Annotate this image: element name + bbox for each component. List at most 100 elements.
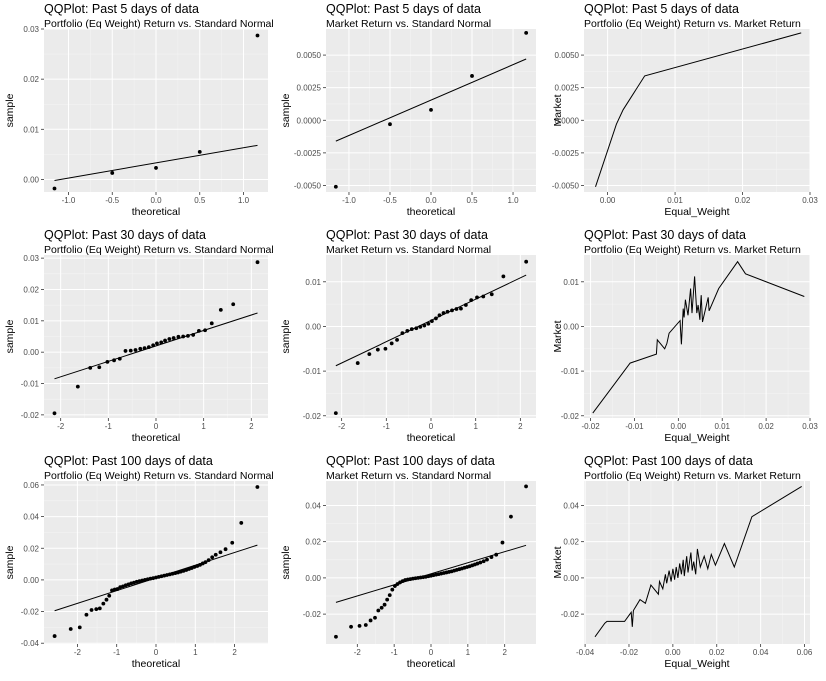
x-tick-label: 0 [154, 648, 159, 657]
y-axis-title: sample [280, 545, 292, 579]
sample-point [524, 31, 529, 35]
sample-point [84, 612, 89, 617]
chart-panel-4: QQPlot: Past 30 days of data Portfolio (E… [4, 228, 274, 444]
y-axis-title: sample [4, 319, 16, 353]
sample-point [489, 555, 494, 559]
sample-point [171, 336, 176, 340]
qq-reference-line [54, 312, 258, 380]
sample-point [469, 298, 474, 303]
sample-point [115, 587, 120, 591]
x-tick-label: 0.5 [466, 196, 478, 205]
sample-point [434, 316, 438, 321]
sample-point [400, 331, 405, 336]
y-axis-title: sample [4, 545, 16, 579]
sample-point [379, 605, 384, 610]
sample-point [146, 345, 151, 350]
sample-point [524, 484, 528, 489]
x-axis-title: theoretical [407, 206, 455, 218]
sample-point [349, 624, 353, 629]
x-tick-label: 0.03 [802, 422, 818, 431]
sample-point [418, 324, 423, 329]
x-axis-title: Equal_Weight [664, 432, 729, 444]
sample-point [105, 359, 110, 364]
y-axis-title: sample [4, 93, 16, 127]
chart-panel-1: QQPlot: Past 5 days of data Portfolio (Eq… [4, 2, 274, 218]
sample-point [196, 328, 201, 333]
x-tick-label: 2 [502, 648, 507, 657]
return-line [595, 32, 802, 187]
x-tick-label: 0.0 [150, 196, 162, 205]
sample-point [191, 333, 196, 337]
x-tick-label: 0.01 [667, 196, 683, 205]
y-tick-label: 0.03 [23, 25, 39, 34]
sample-point [104, 597, 109, 602]
sample-point [376, 608, 381, 613]
sample-point [509, 514, 513, 519]
sample-point [395, 337, 399, 342]
major-gridlines [44, 28, 268, 192]
sample-point [489, 292, 494, 297]
y-tick-label: 0.04 [305, 501, 321, 510]
chart-subtitle: Market Return vs. Standard Normal [326, 244, 491, 256]
major-gridlines [326, 481, 536, 644]
sample-points [333, 31, 529, 189]
sample-point [373, 615, 377, 620]
sample-point [429, 107, 433, 112]
sample-point [481, 559, 486, 564]
sample-point [405, 329, 410, 333]
sample-point [454, 307, 459, 311]
x-tick-label: 2 [232, 648, 237, 657]
x-tick-label: 0.0 [425, 196, 437, 205]
x-axis-title: theoretical [407, 658, 455, 670]
x-tick-label: -2 [57, 422, 65, 431]
sample-point [97, 606, 102, 611]
sample-point [176, 334, 181, 339]
y-tick-label: 0.00 [23, 576, 39, 585]
y-tick-label: -0.02 [561, 412, 580, 421]
sample-point [218, 307, 223, 312]
y-axis-title: Market [552, 94, 564, 126]
x-tick-label: 1 [473, 422, 478, 431]
y-tick-label: 0.0050 [555, 51, 580, 60]
y-tick-label: 0.02 [305, 538, 321, 547]
y-axis-title: sample [280, 319, 292, 353]
y-tick-label: 0.0050 [297, 51, 322, 60]
y-tick-label: 0.00 [23, 348, 39, 357]
y-tick-label: 0.00 [23, 175, 39, 184]
sample-point [389, 341, 394, 346]
sample-point [203, 328, 207, 333]
y-tick-label: 0.0025 [297, 84, 322, 93]
major-gridlines [44, 481, 268, 644]
x-tick-label: 0.02 [709, 648, 725, 657]
sample-point [470, 74, 474, 78]
sample-point [382, 602, 387, 607]
x-tick-label: -0.04 [576, 648, 595, 657]
sample-point [231, 302, 236, 307]
x-tick-label: 0.03 [802, 196, 818, 205]
x-tick-label: -0.02 [581, 422, 600, 431]
sample-point [218, 550, 223, 555]
sample-point [230, 540, 235, 545]
major-gridlines [584, 255, 811, 418]
x-tick-label: 0.04 [753, 648, 769, 657]
chart-subtitle: Portfolio (Eq Weight) Return vs. Standar… [44, 470, 274, 482]
major-gridlines [326, 29, 536, 192]
x-tick-label: 0 [429, 422, 434, 431]
chart-title: QQPlot: Past 100 days of data [584, 454, 753, 468]
sample-point [88, 365, 93, 370]
x-tick-label: 0.01 [714, 422, 730, 431]
sample-point [209, 321, 214, 326]
major-gridlines [584, 481, 810, 644]
y-tick-label: 0.02 [23, 285, 39, 294]
sample-point [255, 485, 260, 489]
x-axis-title: theoretical [132, 432, 180, 444]
y-tick-label: 0.01 [563, 278, 579, 287]
chart-subtitle: Portfolio (Eq Weight) Return vs. Market … [584, 18, 801, 30]
x-tick-label: 0.00 [600, 196, 616, 205]
sample-point [186, 333, 190, 338]
chart-panel-7: QQPlot: Past 100 days of data Portfolio (… [4, 454, 274, 670]
y-tick-label: -0.02 [21, 608, 40, 617]
x-tick-label: -2 [338, 422, 346, 431]
sample-point [333, 184, 338, 189]
